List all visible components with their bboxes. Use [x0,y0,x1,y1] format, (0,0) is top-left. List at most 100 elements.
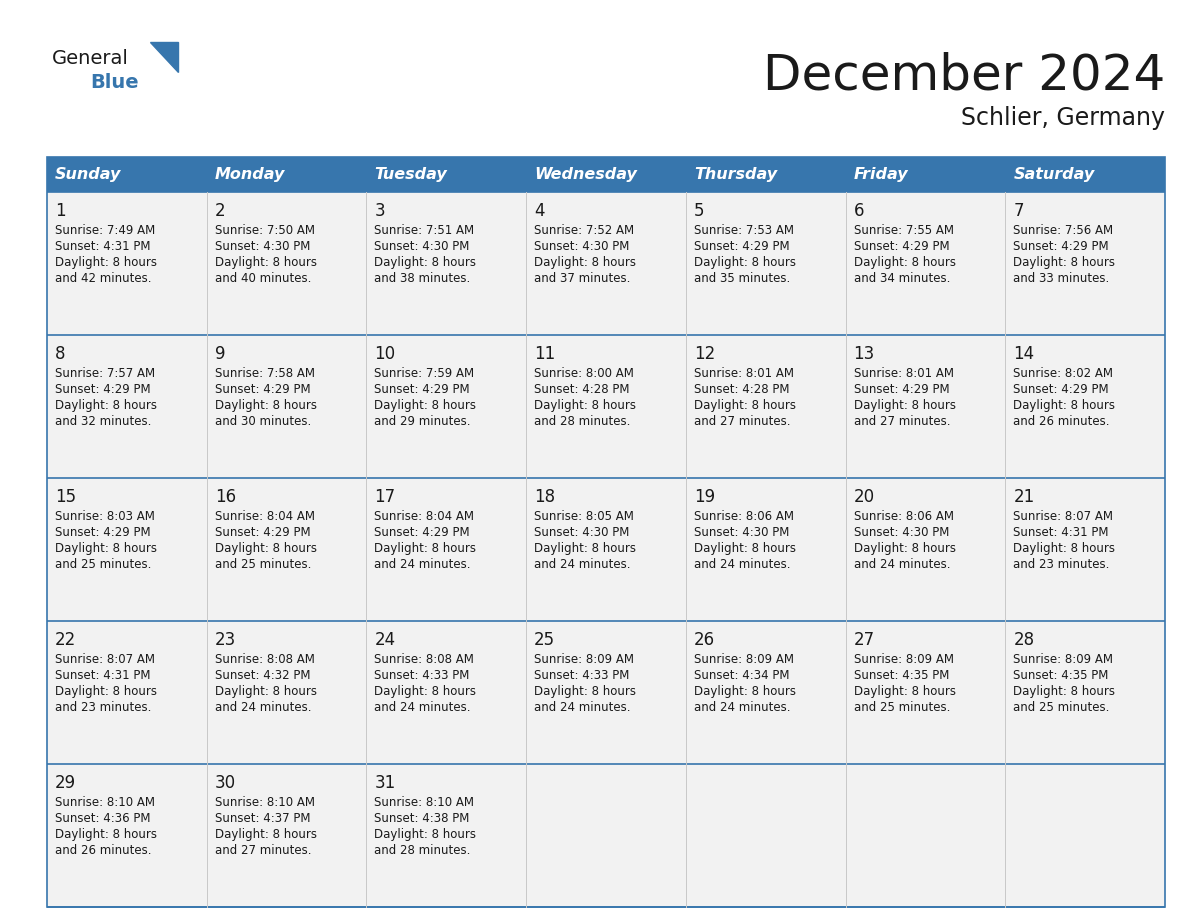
Text: General: General [52,49,128,68]
Text: 18: 18 [535,488,555,506]
Text: Daylight: 8 hours: Daylight: 8 hours [55,542,157,555]
Text: Sunset: 4:29 PM: Sunset: 4:29 PM [215,383,310,396]
Text: Sunset: 4:31 PM: Sunset: 4:31 PM [1013,526,1108,539]
Bar [48,157,1165,192]
Bar [48,621,1165,764]
Text: Daylight: 8 hours: Daylight: 8 hours [853,256,955,269]
Text: Sunrise: 7:56 AM: Sunrise: 7:56 AM [1013,224,1113,237]
Text: Sunrise: 7:49 AM: Sunrise: 7:49 AM [55,224,156,237]
Text: and 29 minutes.: and 29 minutes. [374,415,470,428]
Text: Daylight: 8 hours: Daylight: 8 hours [535,399,636,412]
Text: Sunday: Sunday [55,167,121,182]
Text: 17: 17 [374,488,396,506]
Text: Sunset: 4:29 PM: Sunset: 4:29 PM [374,383,470,396]
Text: Daylight: 8 hours: Daylight: 8 hours [215,256,317,269]
Text: Sunset: 4:30 PM: Sunset: 4:30 PM [374,240,469,253]
Text: and 24 minutes.: and 24 minutes. [694,558,790,571]
Text: Sunset: 4:33 PM: Sunset: 4:33 PM [535,669,630,682]
Text: Sunset: 4:29 PM: Sunset: 4:29 PM [853,240,949,253]
Text: 27: 27 [853,631,874,649]
Text: Sunrise: 8:10 AM: Sunrise: 8:10 AM [55,796,154,809]
Text: Sunrise: 8:08 AM: Sunrise: 8:08 AM [374,653,474,666]
Text: and 25 minutes.: and 25 minutes. [853,701,950,714]
Text: Daylight: 8 hours: Daylight: 8 hours [215,685,317,698]
Text: Daylight: 8 hours: Daylight: 8 hours [694,685,796,698]
Text: 14: 14 [1013,345,1035,363]
Text: 8: 8 [55,345,65,363]
Text: Sunset: 4:28 PM: Sunset: 4:28 PM [535,383,630,396]
Text: Sunrise: 8:01 AM: Sunrise: 8:01 AM [694,367,794,380]
Text: Daylight: 8 hours: Daylight: 8 hours [1013,542,1116,555]
Text: and 24 minutes.: and 24 minutes. [215,701,311,714]
Text: and 23 minutes.: and 23 minutes. [1013,558,1110,571]
Text: Blue: Blue [90,73,139,93]
Text: and 24 minutes.: and 24 minutes. [694,701,790,714]
Text: 12: 12 [694,345,715,363]
Text: 26: 26 [694,631,715,649]
Text: 31: 31 [374,774,396,792]
Text: and 23 minutes.: and 23 minutes. [55,701,151,714]
Text: Daylight: 8 hours: Daylight: 8 hours [374,542,476,555]
Text: 28: 28 [1013,631,1035,649]
Text: Daylight: 8 hours: Daylight: 8 hours [535,256,636,269]
Text: Tuesday: Tuesday [374,167,447,182]
Text: Daylight: 8 hours: Daylight: 8 hours [374,399,476,412]
Text: Daylight: 8 hours: Daylight: 8 hours [55,685,157,698]
Text: Sunset: 4:28 PM: Sunset: 4:28 PM [694,383,789,396]
Text: Sunset: 4:29 PM: Sunset: 4:29 PM [215,526,310,539]
Text: Sunset: 4:29 PM: Sunset: 4:29 PM [374,526,470,539]
Text: Sunrise: 8:09 AM: Sunrise: 8:09 AM [694,653,794,666]
Text: and 24 minutes.: and 24 minutes. [535,558,631,571]
Text: Sunrise: 8:07 AM: Sunrise: 8:07 AM [55,653,154,666]
Text: Sunrise: 7:55 AM: Sunrise: 7:55 AM [853,224,954,237]
Text: Daylight: 8 hours: Daylight: 8 hours [374,685,476,698]
Text: Saturday: Saturday [1013,167,1094,182]
Text: Sunset: 4:29 PM: Sunset: 4:29 PM [1013,240,1108,253]
Text: and 42 minutes.: and 42 minutes. [55,272,152,285]
Text: and 24 minutes.: and 24 minutes. [535,701,631,714]
Text: 4: 4 [535,202,544,220]
Text: Daylight: 8 hours: Daylight: 8 hours [374,828,476,841]
Text: Sunset: 4:30 PM: Sunset: 4:30 PM [215,240,310,253]
Text: 13: 13 [853,345,874,363]
Text: Daylight: 8 hours: Daylight: 8 hours [535,542,636,555]
Text: Daylight: 8 hours: Daylight: 8 hours [215,399,317,412]
Text: Daylight: 8 hours: Daylight: 8 hours [853,399,955,412]
Text: 23: 23 [215,631,236,649]
Text: Sunrise: 7:52 AM: Sunrise: 7:52 AM [535,224,634,237]
Text: Sunrise: 8:09 AM: Sunrise: 8:09 AM [535,653,634,666]
Text: 19: 19 [694,488,715,506]
Text: Daylight: 8 hours: Daylight: 8 hours [853,542,955,555]
Text: 20: 20 [853,488,874,506]
Text: Sunrise: 8:07 AM: Sunrise: 8:07 AM [1013,510,1113,523]
Text: and 24 minutes.: and 24 minutes. [853,558,950,571]
Text: 11: 11 [535,345,556,363]
Text: Sunset: 4:34 PM: Sunset: 4:34 PM [694,669,789,682]
Text: Sunrise: 8:09 AM: Sunrise: 8:09 AM [853,653,954,666]
Text: Sunset: 4:30 PM: Sunset: 4:30 PM [694,526,789,539]
Bar [48,764,1165,907]
Text: and 27 minutes.: and 27 minutes. [694,415,790,428]
Polygon shape [150,42,178,72]
Text: Sunrise: 8:08 AM: Sunrise: 8:08 AM [215,653,315,666]
Text: 1: 1 [55,202,65,220]
Text: Sunset: 4:35 PM: Sunset: 4:35 PM [853,669,949,682]
Text: and 26 minutes.: and 26 minutes. [55,844,152,857]
Text: Sunset: 4:30 PM: Sunset: 4:30 PM [535,526,630,539]
Text: and 30 minutes.: and 30 minutes. [215,415,311,428]
Text: Sunrise: 7:51 AM: Sunrise: 7:51 AM [374,224,474,237]
Text: and 38 minutes.: and 38 minutes. [374,272,470,285]
Text: Daylight: 8 hours: Daylight: 8 hours [694,542,796,555]
Text: 22: 22 [55,631,76,649]
Text: 5: 5 [694,202,704,220]
Text: Sunrise: 8:06 AM: Sunrise: 8:06 AM [853,510,954,523]
Text: Sunrise: 7:58 AM: Sunrise: 7:58 AM [215,367,315,380]
Text: and 32 minutes.: and 32 minutes. [55,415,151,428]
Text: Sunrise: 8:05 AM: Sunrise: 8:05 AM [535,510,634,523]
Text: Sunset: 4:38 PM: Sunset: 4:38 PM [374,812,469,825]
Text: Sunrise: 8:09 AM: Sunrise: 8:09 AM [1013,653,1113,666]
Text: and 27 minutes.: and 27 minutes. [853,415,950,428]
Text: 7: 7 [1013,202,1024,220]
Text: Daylight: 8 hours: Daylight: 8 hours [694,399,796,412]
Text: 15: 15 [55,488,76,506]
